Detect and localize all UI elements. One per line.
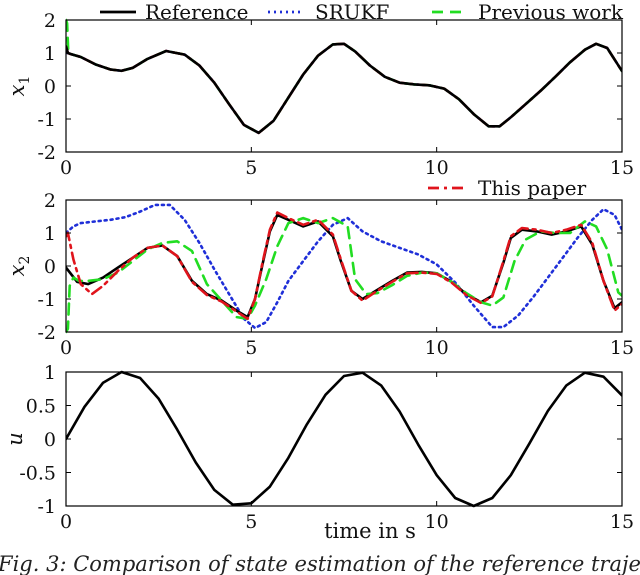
- panel-u-xtick-label: 10: [425, 511, 449, 533]
- figure-caption: Fig. 3: Comparison of state estimation o…: [0, 552, 640, 575]
- panel-u-xtick-label: 15: [610, 511, 634, 533]
- legend-label-srukf: SRUKF: [315, 0, 390, 24]
- panel-u-ytick-label: 0.5: [26, 396, 56, 418]
- panel-u-xtick-label: 5: [245, 511, 257, 533]
- panel-x1-xtick-label: 0: [60, 157, 72, 179]
- panel-x2-ytick-label: -2: [37, 322, 56, 344]
- legend-top: Reference SRUKF Previous work: [100, 0, 624, 24]
- panel-x1-series-reference: [66, 42, 622, 135]
- panel-x2-xtick-label: 15: [610, 337, 634, 359]
- panel-x2-ytick-label: 1: [44, 223, 56, 245]
- panel-x2-series-this-paper: [66, 211, 622, 321]
- panel-u-ytick-label: -0.5: [19, 463, 56, 485]
- panel-x1-ytick-label: 0: [44, 76, 56, 98]
- panel-x2-series-srukf: [66, 203, 622, 330]
- legend-label-previous-work: Previous work: [478, 0, 624, 24]
- panel-x2-ytick-label: -1: [37, 289, 56, 311]
- panel-x1-ytick-label: 1: [44, 43, 56, 65]
- panel-x1-ytick-label: -2: [37, 142, 56, 164]
- panel-x2-ytick-label: 2: [44, 190, 56, 212]
- panel-x1-xtick-label: 5: [245, 157, 257, 179]
- panel-x2-xtick-label: 0: [60, 337, 72, 359]
- panel-u-plot: 0 5 10 15 -1 -0.5 0 0.5 1 u time in s: [3, 362, 634, 543]
- panel-x1-ytick-label: 2: [44, 10, 56, 32]
- panel-x1-series-previous-work: [66, 18, 622, 135]
- panel-x1-axes-frame: [65, 19, 623, 153]
- panel-u-ytick-label: -1: [37, 496, 56, 518]
- legend-label-reference: Reference: [145, 0, 248, 24]
- panel-u-series-u: [66, 370, 622, 508]
- panel-x1-plot: 0 5 10 15 -2 -1 0 1 2 x1: [5, 10, 634, 179]
- panel-u-ylabel: u: [3, 432, 27, 446]
- panel-x2-ylabel: x2: [5, 256, 33, 277]
- panel-x2-ytick-label: 0: [44, 256, 56, 278]
- panel-u-axes-frame: [65, 371, 623, 507]
- panel-x2-xtick-label: 10: [425, 337, 449, 359]
- panel-x1-xtick-label: 10: [425, 157, 449, 179]
- panel-x2-series-previous-work: [66, 216, 622, 334]
- panel-u-xlabel: time in s: [324, 519, 416, 543]
- panel-x1-ylabel: x1: [5, 76, 33, 97]
- legend-label-this-paper: This paper: [478, 176, 587, 200]
- panel-x1-xtick-label: 15: [610, 157, 634, 179]
- panel-x2-plot: 0 5 10 15 -2 -1 0 1 2 x2: [5, 190, 634, 359]
- panel-x1-ytick-label: -1: [37, 109, 56, 131]
- panel-u-ytick-label: 1: [44, 362, 56, 384]
- panel-u-xtick-label: 0: [60, 511, 72, 533]
- panel-u-ytick-label: 0: [44, 429, 56, 451]
- panel-x2-xtick-label: 5: [245, 337, 257, 359]
- legend-this-paper: This paper: [428, 176, 587, 200]
